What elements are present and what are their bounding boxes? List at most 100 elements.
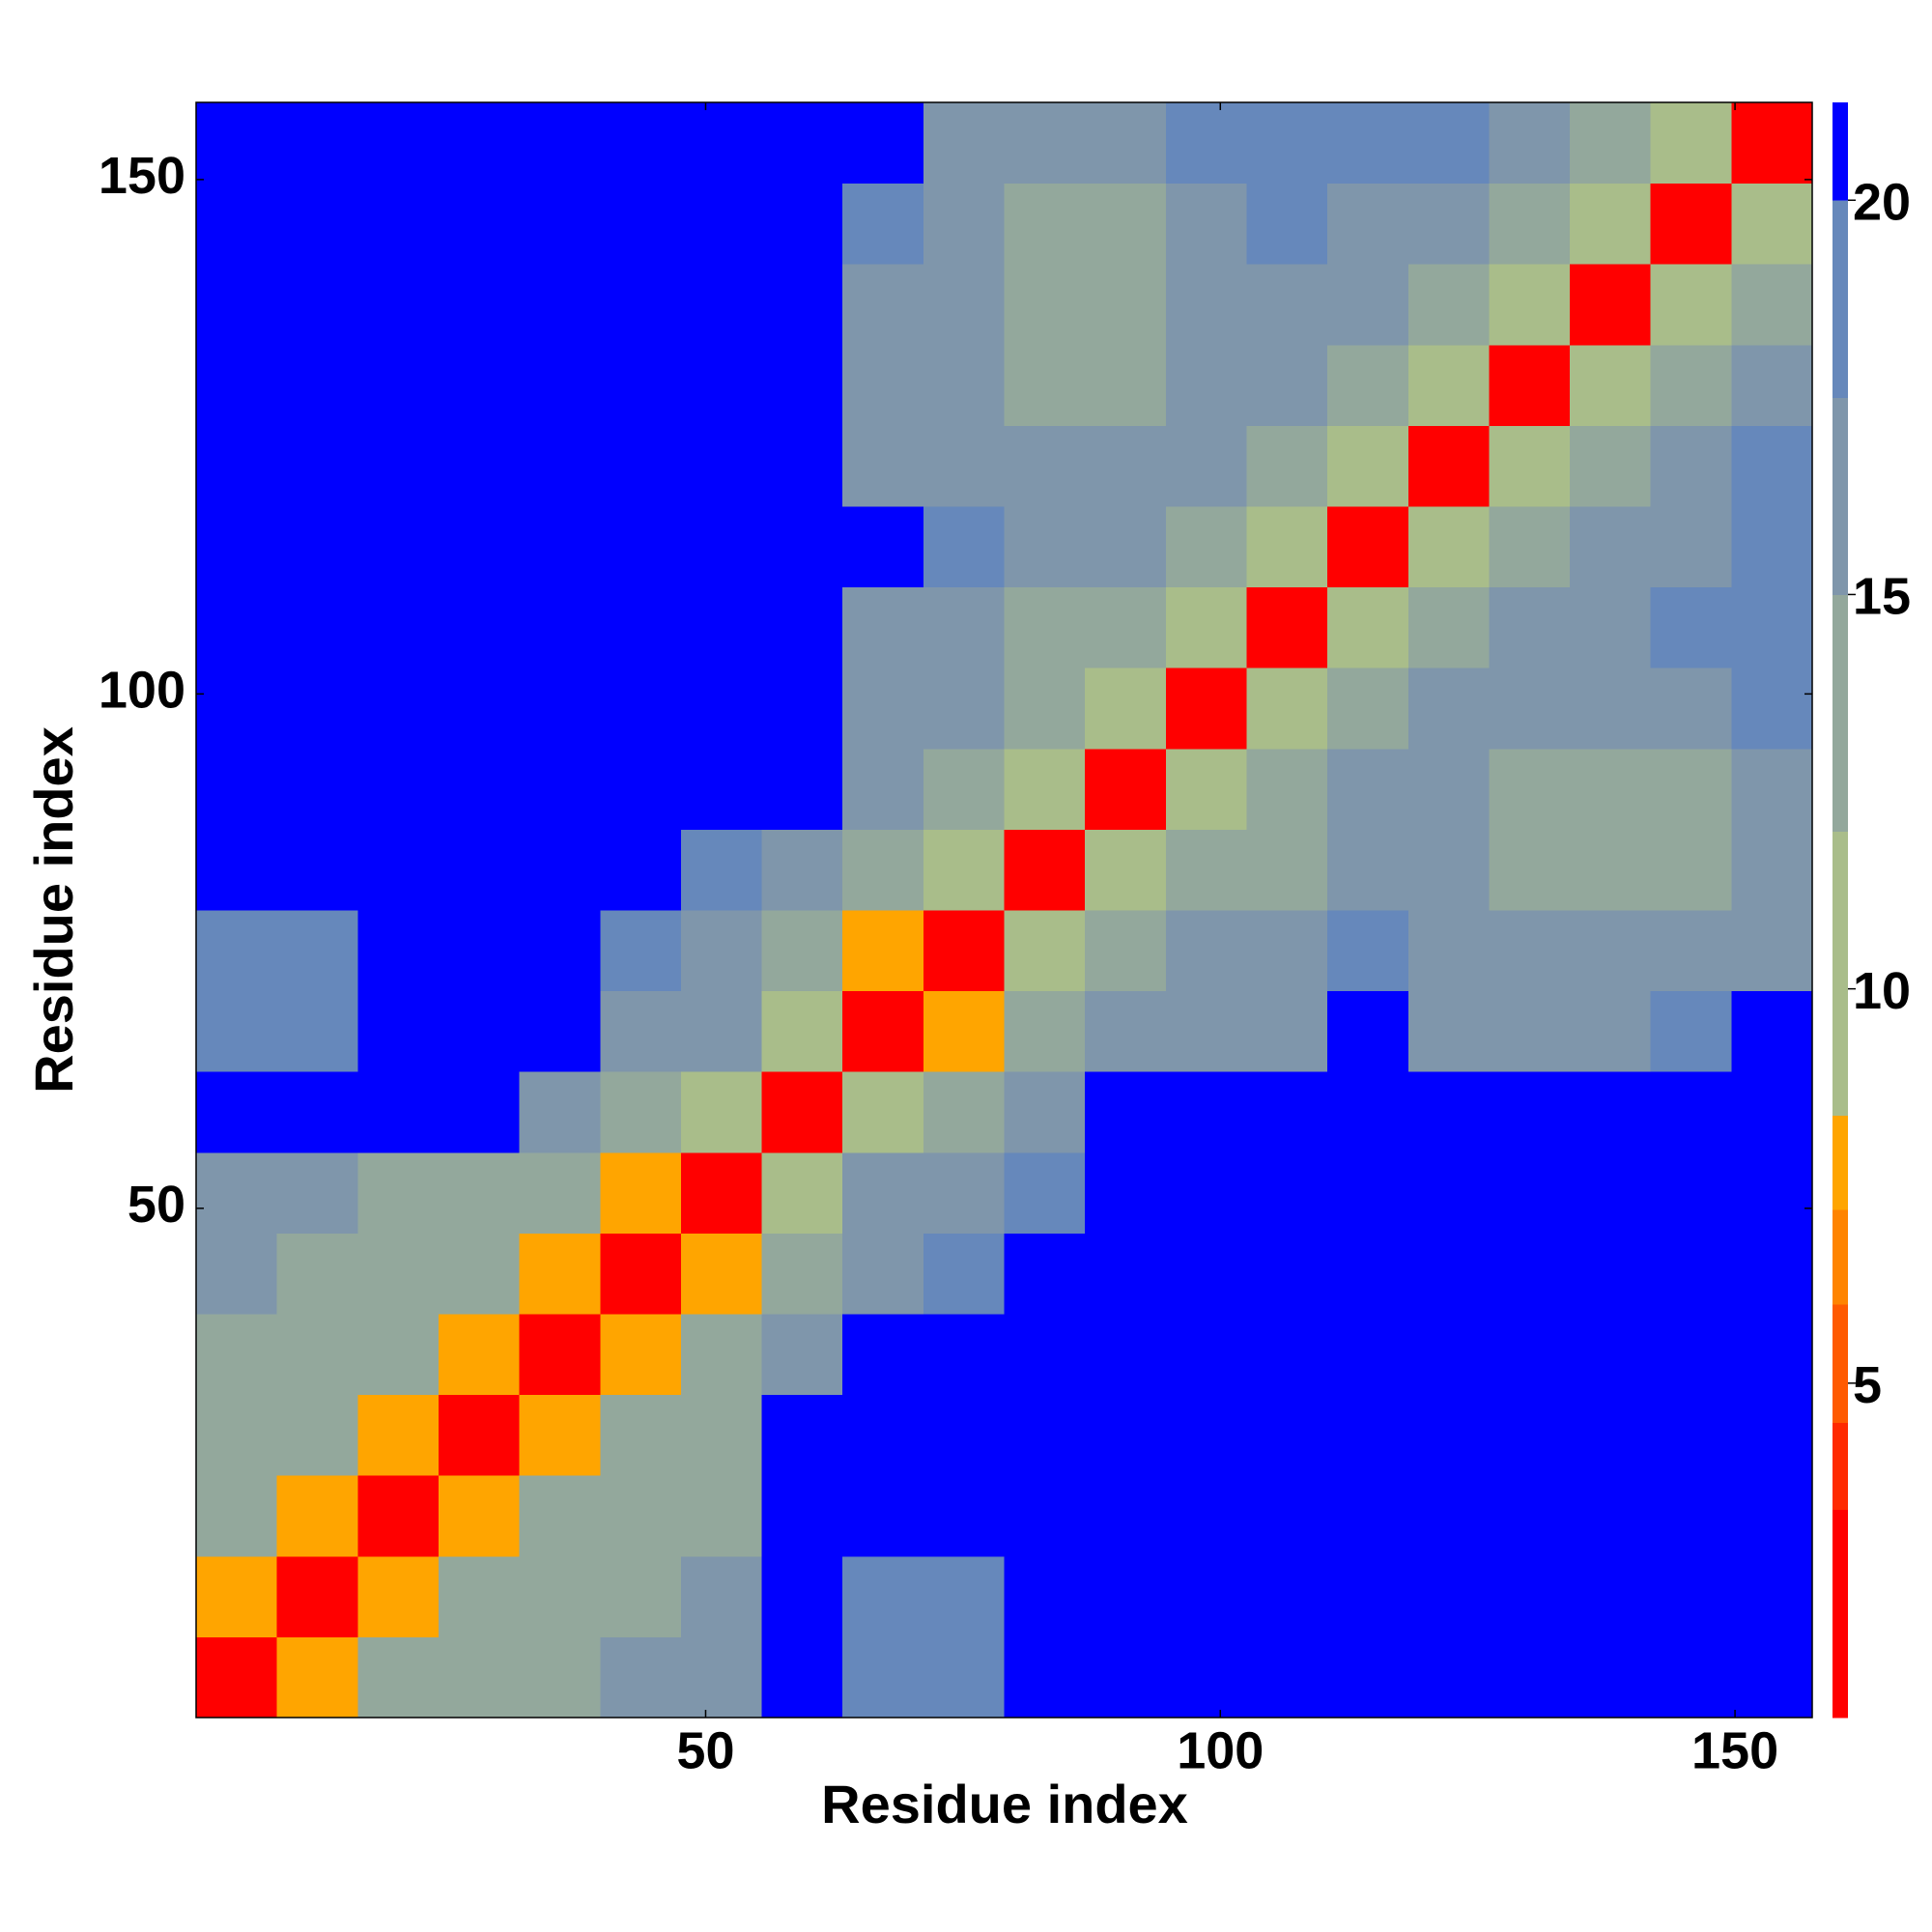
- heatmap-cell: [600, 829, 682, 911]
- heatmap-cell: [1165, 829, 1247, 911]
- heatmap-cell: [1085, 829, 1167, 911]
- heatmap-cell: [519, 1314, 601, 1396]
- heatmap-cell: [438, 183, 521, 265]
- heatmap-cell: [600, 102, 682, 185]
- heatmap-cell: [1570, 506, 1652, 588]
- colorbar-tick-label: 5: [1853, 1356, 1882, 1414]
- heatmap-cell: [196, 344, 278, 426]
- heatmap-cell: [1327, 748, 1409, 830]
- heatmap-cell: [519, 1151, 601, 1234]
- heatmap-cell: [1407, 425, 1490, 507]
- heatmap-cell: [438, 102, 521, 185]
- heatmap-cell: [1004, 183, 1086, 265]
- heatmap-cell: [923, 1475, 1005, 1557]
- heatmap-cell: [357, 1394, 440, 1476]
- heatmap-cell: [1489, 829, 1571, 911]
- heatmap-cell: [761, 1636, 843, 1719]
- heatmap-cell: [519, 1233, 601, 1315]
- heatmap-cell: [519, 1394, 601, 1476]
- heatmap-cell: [357, 910, 440, 992]
- y-axis-title: Residue index: [23, 726, 84, 1094]
- heatmap-cell: [1407, 829, 1490, 911]
- heatmap-cell: [1731, 1314, 1813, 1396]
- heatmap-cell: [519, 264, 601, 346]
- heatmap-cell: [842, 1475, 924, 1557]
- heatmap-cell: [1650, 1151, 1732, 1234]
- heatmap-cell: [1004, 1233, 1086, 1315]
- heatmap-cell: [276, 183, 358, 265]
- heatmap-cell: [1246, 990, 1328, 1072]
- heatmap-cell: [1570, 829, 1652, 911]
- heatmap-cell: [680, 506, 763, 588]
- heatmap-cell: [1327, 506, 1409, 588]
- heatmap-cell: [1004, 586, 1086, 668]
- heatmap-cell: [1085, 102, 1167, 185]
- heatmap-cell: [1407, 1475, 1490, 1557]
- heatmap-cell: [519, 102, 601, 185]
- heatmap-cell: [357, 425, 440, 507]
- heatmap-cell: [1246, 1071, 1328, 1153]
- heatmap-cell: [1650, 1475, 1732, 1557]
- heatmap-cell: [276, 506, 358, 588]
- heatmap-cell: [1085, 910, 1167, 992]
- heatmap-cell: [1246, 1233, 1328, 1315]
- heatmap-cell: [1004, 102, 1086, 185]
- heatmap-cell: [438, 506, 521, 588]
- colorbar-segment: [1833, 1422, 1848, 1510]
- colorbar-segment: [1833, 200, 1848, 398]
- heatmap-cell: [196, 1636, 278, 1719]
- heatmap-cell: [1570, 1394, 1652, 1476]
- heatmap-cell: [1407, 1233, 1490, 1315]
- heatmap-cell: [1327, 1636, 1409, 1719]
- heatmap-cell: [680, 344, 763, 426]
- heatmap-cell: [1489, 910, 1571, 992]
- heatmap-cell: [1004, 1314, 1086, 1396]
- heatmap-cell: [761, 990, 843, 1072]
- heatmap-cell: [357, 1636, 440, 1719]
- heatmap-cell: [196, 1394, 278, 1476]
- heatmap-cell: [761, 1071, 843, 1153]
- heatmap-cell: [1246, 506, 1328, 588]
- heatmap-cell: [276, 344, 358, 426]
- heatmap-cell: [680, 829, 763, 911]
- heatmap-cell: [1489, 506, 1571, 588]
- colorbar-segment: [1833, 1115, 1848, 1210]
- heatmap-cell: [1165, 1233, 1247, 1315]
- heatmap-cell: [923, 1314, 1005, 1396]
- heatmap-cell: [1489, 1151, 1571, 1234]
- heatmap-cell: [1327, 1233, 1409, 1315]
- heatmap-cell: [842, 586, 924, 668]
- heatmap-cell: [1327, 102, 1409, 185]
- heatmap-cell: [196, 910, 278, 992]
- heatmap-cell: [1570, 264, 1652, 346]
- heatmap-cell: [1085, 990, 1167, 1072]
- heatmap-cell: [1731, 829, 1813, 911]
- heatmap-cell: [1731, 1555, 1813, 1637]
- heatmap-cell: [1489, 990, 1571, 1072]
- heatmap-cell: [761, 1394, 843, 1476]
- heatmap-cell: [196, 990, 278, 1072]
- y-tick-label: 50: [128, 1176, 185, 1234]
- heatmap-cell: [923, 990, 1005, 1072]
- heatmap-cell: [1165, 1071, 1247, 1153]
- heatmap-cell: [196, 183, 278, 265]
- heatmap-cell: [761, 1314, 843, 1396]
- heatmap-cell: [1407, 1394, 1490, 1476]
- heatmap-cell: [1004, 1475, 1086, 1557]
- x-tick-label: 150: [1691, 1721, 1778, 1779]
- heatmap-cell: [1085, 506, 1167, 588]
- heatmap-cell: [1570, 748, 1652, 830]
- heatmap-cell: [196, 425, 278, 507]
- heatmap-cell: [1165, 506, 1247, 588]
- heatmap-cell: [276, 1233, 358, 1315]
- heatmap-cell: [923, 1071, 1005, 1153]
- heatmap-cell: [276, 1314, 358, 1396]
- heatmap-cell: [1085, 1394, 1167, 1476]
- heatmap-cell: [600, 748, 682, 830]
- heatmap-cell: [1570, 344, 1652, 426]
- heatmap-cell: [1327, 1475, 1409, 1557]
- heatmap-cell: [276, 1636, 358, 1719]
- heatmap-cell: [1650, 990, 1732, 1072]
- heatmap-cell: [600, 425, 682, 507]
